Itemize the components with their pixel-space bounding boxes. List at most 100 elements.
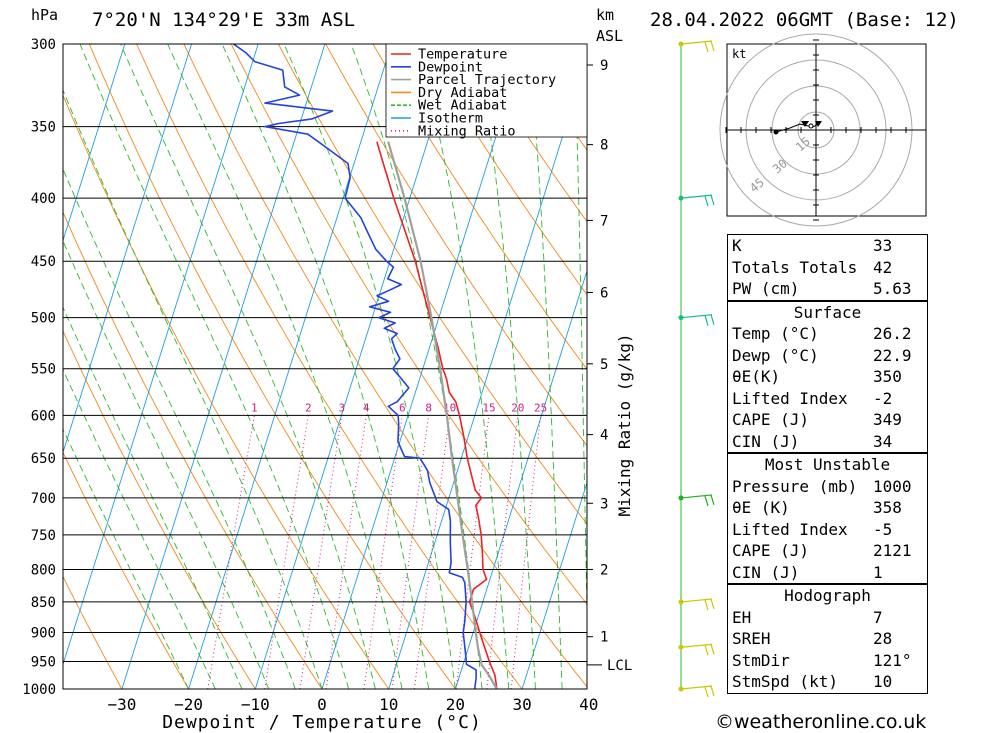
index-value: -5 bbox=[873, 519, 893, 539]
index-label: Lifted Index bbox=[732, 519, 848, 539]
height-tick-label: 4 bbox=[600, 428, 608, 444]
isotherm bbox=[63, 44, 126, 242]
index-row: θE (K) 358 bbox=[728, 497, 927, 519]
dry-adiabat bbox=[467, 44, 587, 223]
height-tick-label: 7 bbox=[600, 213, 608, 229]
index-label: K bbox=[732, 236, 742, 255]
pressure-tick-label: 800 bbox=[31, 562, 56, 578]
pressure-tick-label: 450 bbox=[31, 254, 56, 270]
dry-adiabat bbox=[419, 44, 587, 296]
index-row: K 33 bbox=[728, 235, 927, 257]
plot-frame bbox=[62, 43, 588, 690]
index-row: Pressure (mb) 1000 bbox=[728, 476, 927, 498]
wind-barb bbox=[680, 194, 715, 207]
wet-adiabat bbox=[528, 44, 563, 689]
index-value: 1 bbox=[873, 562, 883, 582]
pressure-unit-label: hPa bbox=[31, 6, 59, 24]
pressure-tick-label: 400 bbox=[31, 191, 56, 207]
mixing-ratio-label: 15 bbox=[482, 401, 495, 414]
wind-barbs-column bbox=[678, 40, 715, 698]
wet-adiabat bbox=[120, 44, 376, 689]
hodograph-marker bbox=[801, 121, 809, 127]
index-value: 10 bbox=[873, 672, 893, 691]
legend-label: Parcel Trajectory bbox=[418, 72, 556, 88]
index-label: StmSpd (kt) bbox=[732, 672, 838, 691]
hodograph-unit-label: kt bbox=[732, 47, 746, 61]
temperature-tick-label: 10 bbox=[379, 695, 398, 714]
index-label: Pressure (mb) bbox=[732, 476, 858, 496]
legend-label: Wet Adiabat bbox=[418, 98, 507, 114]
index-label: θE (K) bbox=[732, 498, 790, 517]
isotherm bbox=[63, 44, 259, 666]
pressure-tick-label: 650 bbox=[31, 451, 56, 467]
index-value: 34 bbox=[873, 431, 893, 451]
index-value: 26.2 bbox=[873, 324, 912, 343]
pressure-tick-label: 550 bbox=[31, 362, 56, 378]
legend-label: Dry Adiabat bbox=[418, 85, 507, 101]
mixing-ratio-label: 4 bbox=[363, 401, 370, 414]
index-row: θE(K) 350 bbox=[728, 366, 927, 388]
mixing-ratio-line bbox=[299, 415, 343, 689]
index-value: 121° bbox=[873, 650, 912, 670]
temperature-tick-label: 20 bbox=[446, 695, 465, 714]
pressure-tick-label: 1000 bbox=[22, 682, 56, 698]
axes: 3003504004505005506006507007508008509009… bbox=[22, 37, 634, 733]
height-tick-label: 1 bbox=[600, 630, 608, 646]
pressure-tick-label: 950 bbox=[31, 655, 56, 671]
location-title: 7°20'N 134°29'E 33m ASL bbox=[92, 9, 356, 31]
datetime-title: 28.04.2022 06GMT (Base: 12) bbox=[650, 9, 959, 31]
wind-barb bbox=[680, 643, 715, 656]
index-label: SREH bbox=[732, 629, 771, 648]
index-value: 350 bbox=[873, 367, 902, 386]
index-value: 33 bbox=[873, 236, 893, 255]
wind-barb bbox=[680, 40, 715, 53]
mixing-ratio-label: 8 bbox=[425, 401, 432, 414]
isotherm bbox=[521, 481, 587, 689]
mixing-ratio-axis-label: Mixing Ratio (g/kg) bbox=[615, 333, 634, 516]
index-row: CIN (J) 34 bbox=[728, 431, 927, 453]
profile-dewpoint bbox=[233, 44, 477, 689]
hodograph-point bbox=[773, 129, 779, 135]
index-row: Totals Totals 42 bbox=[728, 257, 927, 279]
isotherm bbox=[188, 44, 393, 689]
dry-adiabat bbox=[325, 44, 587, 447]
index-row: Lifted Index -5 bbox=[728, 519, 927, 541]
temperature-tick-label: −10 bbox=[241, 695, 270, 714]
most-unstable-box: Most Unstable Pressure (mb) 1000 θE (K) 358 L… bbox=[727, 453, 928, 584]
index-value: 28 bbox=[873, 629, 893, 648]
height-asl-label: ASL bbox=[596, 27, 624, 45]
mixing-ratio-label: 2 bbox=[305, 401, 312, 414]
height-tick-label: 9 bbox=[600, 58, 608, 74]
copyright-text: ©weatheronline.co.uk bbox=[715, 711, 927, 733]
index-label: CAPE (J) bbox=[732, 410, 810, 429]
dry-adiabat bbox=[136, 44, 523, 689]
index-value: 1000 bbox=[873, 476, 912, 496]
dry-adiabat bbox=[941, 44, 1000, 689]
wet-adiabat bbox=[221, 44, 430, 689]
index-value: 7 bbox=[873, 607, 883, 627]
dry-adiabat bbox=[63, 575, 123, 689]
pressure-tick-label: 300 bbox=[31, 37, 56, 53]
dry-adiabat bbox=[88, 44, 456, 689]
index-row: Lifted Index -2 bbox=[728, 388, 927, 410]
profile-parcel-trajectory bbox=[387, 141, 498, 689]
mixing-ratio-label: 25 bbox=[534, 401, 547, 414]
index-value: -2 bbox=[873, 388, 893, 408]
hodograph-marker bbox=[815, 121, 822, 127]
legend-label: Mixing Ratio bbox=[418, 123, 516, 139]
index-value: 5.63 bbox=[873, 279, 912, 298]
wind-barb bbox=[680, 598, 715, 611]
height-tick-label: 3 bbox=[600, 496, 608, 512]
mixing-ratio-label: 20 bbox=[511, 401, 524, 414]
height-tick-label: 6 bbox=[600, 285, 608, 301]
index-row: CIN (J) 1 bbox=[728, 562, 927, 584]
temperature-tick-label: −30 bbox=[107, 695, 136, 714]
index-value: 22.9 bbox=[873, 345, 912, 365]
height-unit-label: km bbox=[596, 6, 615, 24]
wet-adiabat bbox=[63, 168, 296, 689]
index-row: EH 7 bbox=[728, 607, 927, 629]
pressure-tick-label: 850 bbox=[31, 595, 56, 611]
